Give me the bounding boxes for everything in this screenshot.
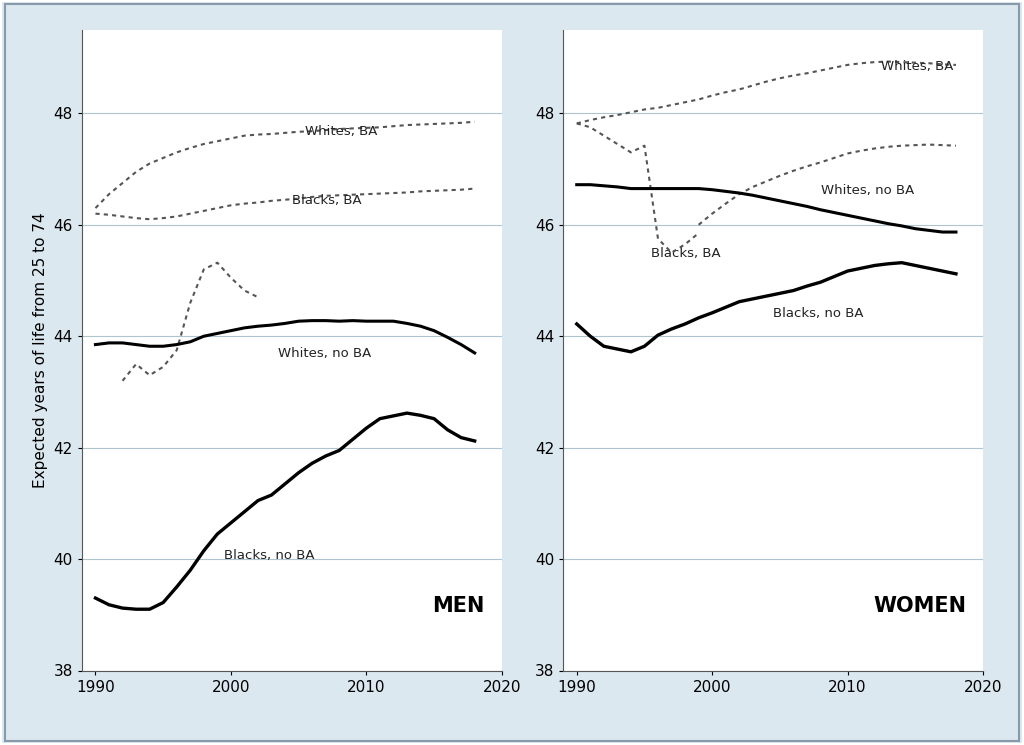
Text: Whites, no BA: Whites, no BA <box>820 184 913 197</box>
Text: MEN: MEN <box>432 597 485 616</box>
Text: Blacks, no BA: Blacks, no BA <box>773 307 863 320</box>
Text: WOMEN: WOMEN <box>873 597 967 616</box>
Text: Whites, BA: Whites, BA <box>305 124 378 138</box>
Text: Whites, no BA: Whites, no BA <box>279 347 372 361</box>
Text: Whites, BA: Whites, BA <box>882 60 953 73</box>
Text: Blacks, BA: Blacks, BA <box>292 194 361 206</box>
Text: Blacks, no BA: Blacks, no BA <box>224 549 314 562</box>
Y-axis label: Expected years of life from 25 to 74: Expected years of life from 25 to 74 <box>33 212 48 488</box>
Text: Blacks, BA: Blacks, BA <box>651 247 721 260</box>
